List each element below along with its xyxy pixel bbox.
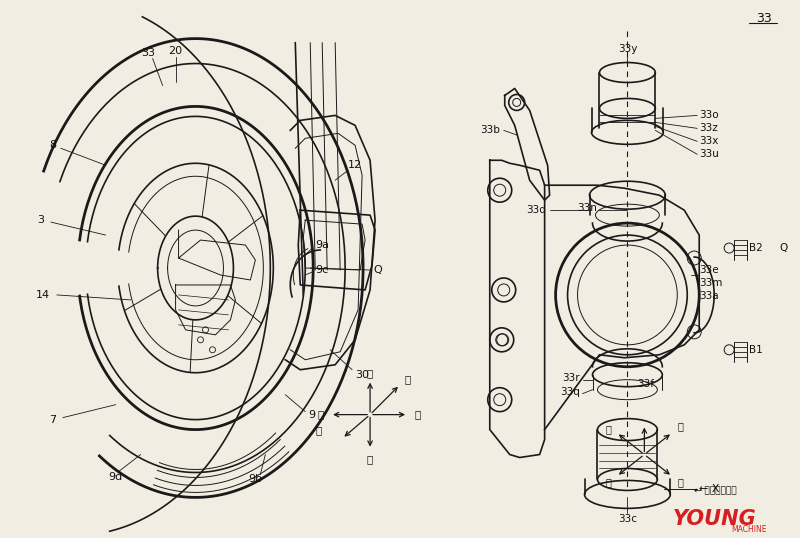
Text: 上: 上	[367, 368, 374, 378]
Text: 9c: 9c	[315, 265, 329, 275]
Text: YOUNG: YOUNG	[672, 509, 756, 529]
Text: 7: 7	[50, 415, 57, 424]
Text: 33m: 33m	[699, 278, 722, 288]
Text: 右: 右	[678, 422, 683, 431]
Text: 9d: 9d	[109, 472, 123, 483]
Text: 33y: 33y	[618, 44, 637, 54]
Text: B2: B2	[749, 243, 763, 253]
Text: 後: 後	[405, 374, 411, 384]
Text: 33: 33	[756, 12, 772, 25]
Text: Q: Q	[374, 265, 382, 275]
Text: 下: 下	[367, 455, 374, 464]
Text: 左: 左	[415, 409, 421, 420]
Text: 33d: 33d	[526, 205, 546, 215]
Text: 14: 14	[36, 290, 50, 300]
Text: 9a: 9a	[315, 240, 330, 250]
Text: 33z: 33z	[699, 123, 718, 133]
Text: 33x: 33x	[699, 136, 718, 146]
Text: 33: 33	[142, 47, 156, 58]
Text: 3: 3	[38, 215, 45, 225]
Text: 9b: 9b	[248, 475, 262, 484]
Text: 後: 後	[678, 477, 683, 487]
Text: 前: 前	[606, 424, 611, 435]
Text: ← 操舵軸線方向: ← 操舵軸線方向	[694, 486, 737, 495]
Text: B1: B1	[749, 345, 763, 355]
Text: 20: 20	[169, 46, 182, 55]
Text: 8: 8	[50, 140, 57, 150]
Text: 33u: 33u	[699, 150, 719, 159]
Text: 33r: 33r	[562, 373, 579, 383]
Text: Q: Q	[779, 243, 787, 253]
Text: 33f: 33f	[638, 379, 654, 388]
Text: ← X: ← X	[699, 484, 720, 494]
Text: 33b: 33b	[480, 125, 500, 136]
Text: 33e: 33e	[699, 265, 719, 275]
Text: 右: 右	[317, 409, 323, 420]
Text: 33q: 33q	[560, 387, 579, 397]
Text: 30: 30	[355, 370, 369, 380]
Text: 12: 12	[348, 160, 362, 170]
Text: 33o: 33o	[699, 110, 719, 121]
Text: 33c: 33c	[618, 514, 637, 525]
Text: 33a: 33a	[699, 291, 719, 301]
Text: 前: 前	[315, 426, 322, 436]
Text: MACHINE: MACHINE	[731, 525, 767, 534]
Text: 左: 左	[606, 477, 611, 487]
Text: 9: 9	[308, 409, 315, 420]
Text: 33n: 33n	[578, 203, 598, 213]
